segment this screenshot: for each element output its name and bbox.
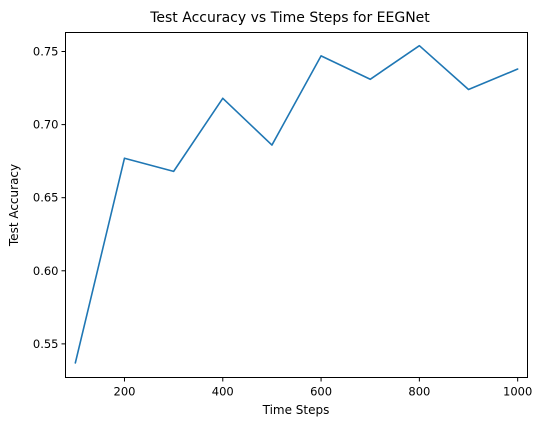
data-point (220, 96, 225, 101)
data-point (368, 77, 373, 82)
data-point (417, 43, 422, 48)
x-tick-label: 600 (310, 385, 332, 399)
y-tick-label: 0.60 (33, 264, 59, 278)
y-tick-label: 0.70 (33, 118, 59, 132)
x-axis-label: Time Steps (262, 403, 330, 417)
x-tick-label: 800 (408, 385, 430, 399)
x-tick-label: 400 (212, 385, 234, 399)
data-point (466, 87, 471, 92)
y-tick-label: 0.55 (33, 337, 59, 351)
data-point (122, 156, 127, 161)
x-tick-label: 1000 (503, 385, 532, 399)
data-point (319, 53, 324, 58)
y-tick-label: 0.65 (33, 191, 59, 205)
plot-frame (65, 32, 528, 378)
axis-ticks: 200 400 600 800 1000 0.55 0.60 0.65 0.70 0.75 (33, 45, 532, 399)
data-point (269, 143, 274, 148)
x-tick-label: 200 (114, 385, 136, 399)
chart-title: Test Accuracy vs Time Steps for EEGNet (149, 10, 430, 26)
data-point (171, 169, 176, 174)
data-point (73, 360, 78, 365)
data-point (515, 67, 520, 72)
y-tick-label: 0.75 (33, 45, 59, 59)
series-layer (73, 43, 520, 365)
y-axis-label: Test Accuracy (7, 164, 21, 247)
series-line (74, 44, 519, 364)
